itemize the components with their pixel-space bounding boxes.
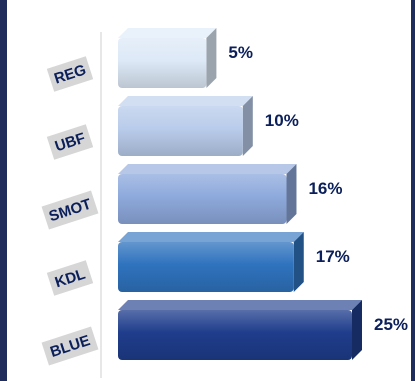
bar-ubf	[118, 96, 253, 156]
value-label-reg: 5%	[228, 43, 253, 62]
frame-border-left	[0, 0, 7, 381]
bar-top-face	[118, 96, 253, 106]
value-label-ubf: 10%	[265, 111, 299, 130]
category-label-blue: BLUE	[41, 326, 99, 366]
bar-front-face	[118, 310, 352, 360]
category-labels: REG UBF SMOT KDL BLUE	[41, 56, 99, 366]
bar-front-face	[118, 174, 287, 224]
bar-reg	[118, 28, 217, 88]
category-label-reg: REG	[46, 56, 94, 92]
value-label-kdl: 17%	[316, 247, 350, 266]
category-label-smot: SMOT	[41, 190, 99, 230]
bar-blue	[118, 300, 362, 360]
bar-side-face	[352, 300, 362, 360]
frame-border-right	[411, 0, 415, 381]
bar-top-face	[118, 28, 217, 38]
bar-side-face	[293, 232, 304, 292]
bar-smot	[118, 164, 297, 224]
bars	[118, 28, 362, 360]
bar-front-face	[118, 106, 243, 156]
bar-side-face	[242, 96, 253, 156]
category-label-ubf: UBF	[46, 124, 94, 160]
bar-side-face	[286, 164, 297, 224]
bar-front-face	[118, 242, 294, 292]
bar-top-face	[118, 300, 362, 310]
value-label-blue: 25%	[374, 315, 408, 334]
bar-top-face	[118, 164, 297, 174]
bar-side-face	[206, 28, 217, 88]
bar-front-face	[118, 38, 207, 88]
value-labels: 5% 10% 16% 17% 25%	[228, 43, 408, 334]
bar-top-face	[118, 232, 304, 242]
value-label-smot: 16%	[308, 179, 342, 198]
bar-kdl	[118, 232, 304, 292]
category-label-kdl: KDL	[46, 260, 94, 296]
